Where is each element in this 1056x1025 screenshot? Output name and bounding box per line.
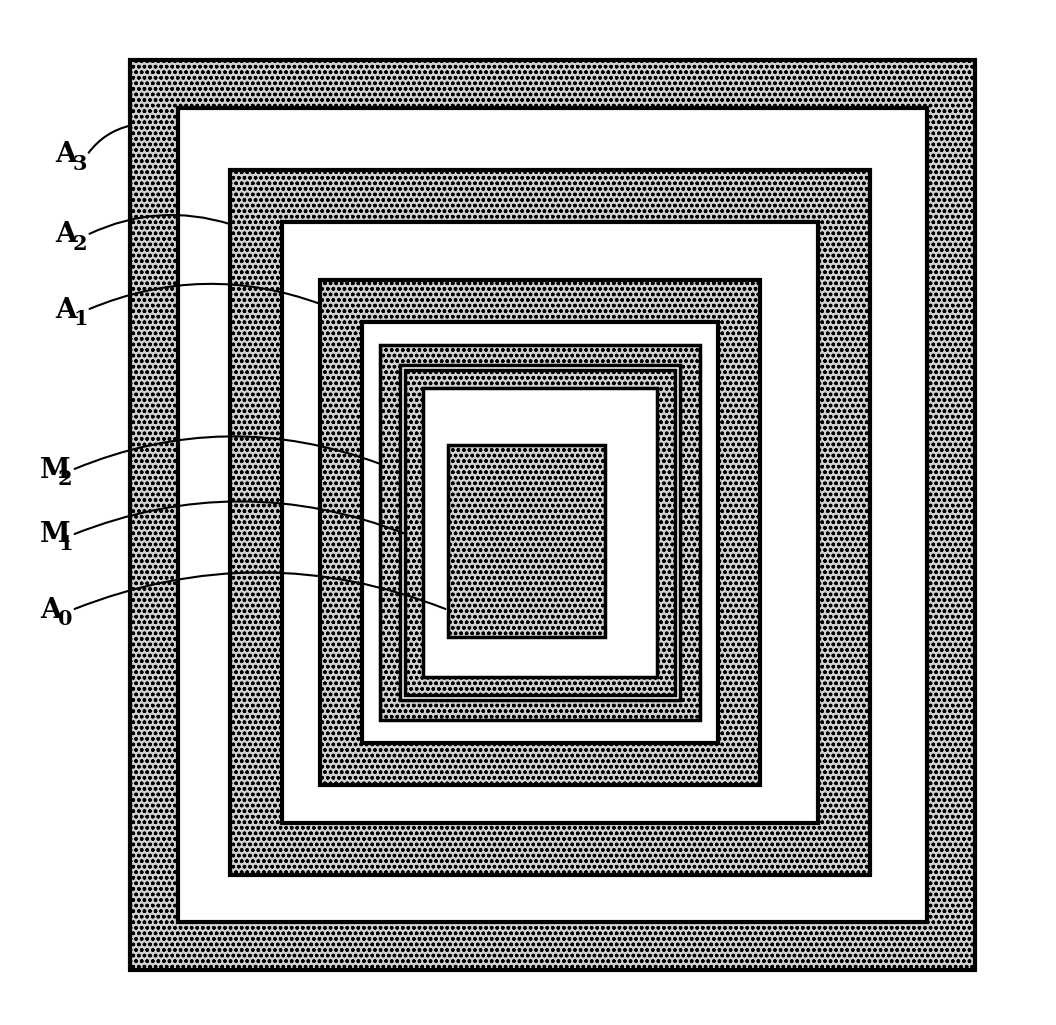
Bar — [400, 365, 680, 700]
Text: 3: 3 — [73, 154, 88, 174]
Bar — [362, 322, 718, 743]
Text: M: M — [40, 456, 71, 484]
Text: 1: 1 — [73, 309, 88, 329]
Bar — [448, 445, 605, 637]
Text: 2: 2 — [58, 469, 73, 489]
Bar — [406, 370, 675, 695]
Text: A: A — [55, 141, 77, 168]
Bar — [130, 60, 975, 970]
Bar — [380, 345, 700, 720]
Bar — [282, 222, 818, 823]
Text: 2: 2 — [73, 234, 88, 254]
Bar — [380, 345, 700, 720]
Bar — [320, 280, 760, 785]
Text: A: A — [55, 296, 77, 324]
Bar — [320, 280, 760, 785]
Bar — [448, 445, 605, 637]
Bar — [423, 388, 657, 676]
Bar — [178, 108, 927, 922]
Text: 0: 0 — [58, 609, 73, 629]
Text: M: M — [40, 522, 71, 548]
Text: 1: 1 — [58, 534, 73, 554]
Text: A: A — [40, 597, 61, 623]
Bar — [230, 170, 870, 875]
Bar — [230, 170, 870, 875]
Text: A: A — [55, 221, 77, 248]
Bar — [130, 60, 975, 970]
Bar — [406, 370, 675, 695]
